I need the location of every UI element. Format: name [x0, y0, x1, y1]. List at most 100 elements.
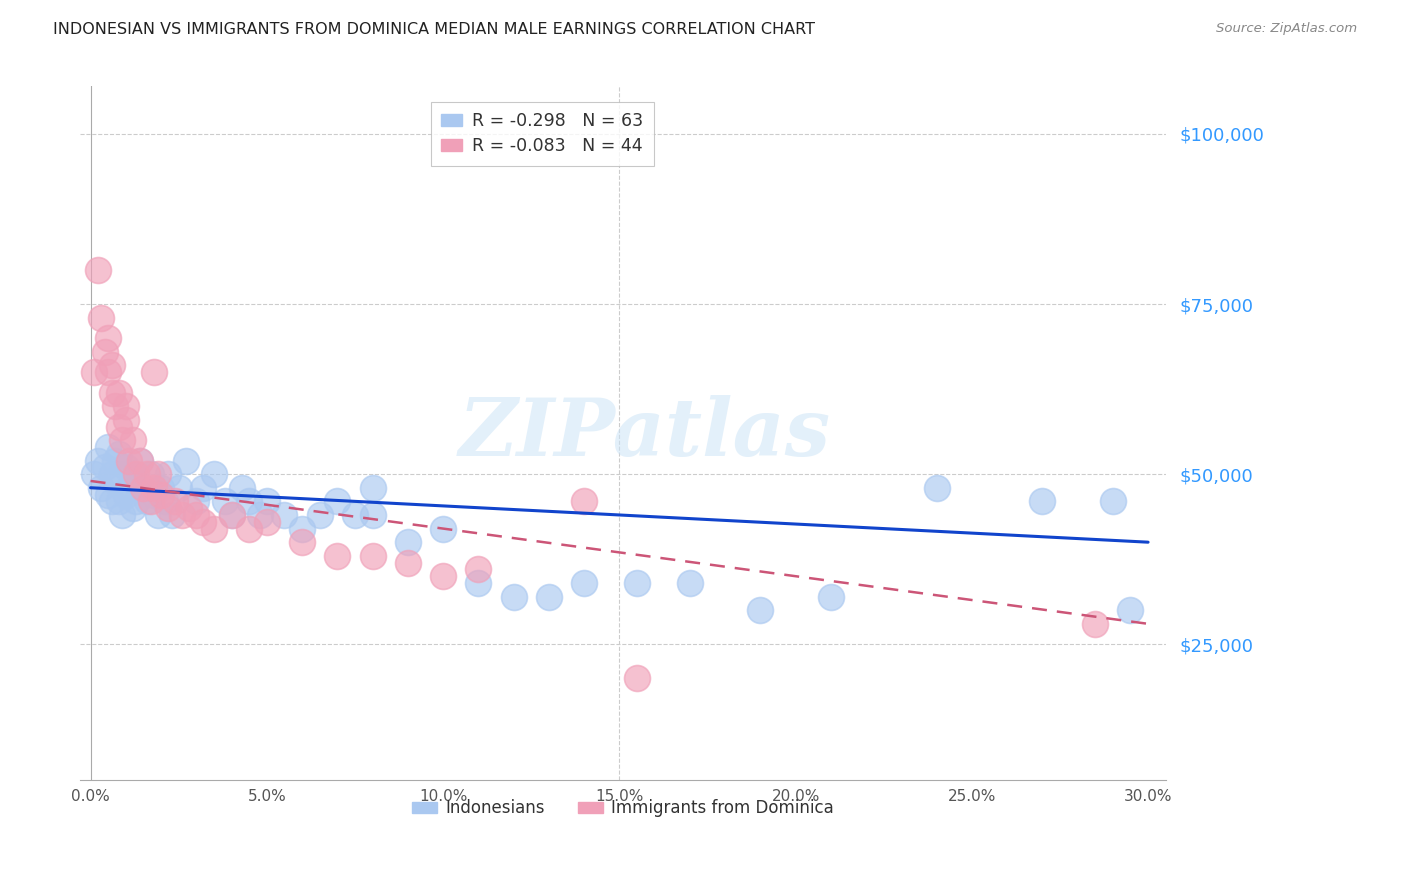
- Point: [221, 508, 243, 522]
- Point: [136, 494, 159, 508]
- Point: [107, 419, 129, 434]
- Point: [160, 508, 183, 522]
- Point: [1101, 494, 1123, 508]
- Point: [122, 467, 145, 482]
- Point: [118, 481, 141, 495]
- Point: [361, 481, 384, 495]
- Point: [136, 467, 159, 482]
- Point: [125, 494, 148, 508]
- Point: [749, 603, 772, 617]
- Point: [107, 385, 129, 400]
- Point: [139, 467, 162, 482]
- Point: [202, 467, 225, 482]
- Point: [86, 453, 108, 467]
- Point: [150, 487, 173, 501]
- Point: [97, 440, 120, 454]
- Point: [97, 331, 120, 345]
- Point: [132, 481, 155, 495]
- Point: [179, 501, 201, 516]
- Point: [83, 467, 105, 482]
- Point: [326, 494, 349, 508]
- Point: [396, 535, 419, 549]
- Point: [93, 344, 115, 359]
- Point: [114, 487, 136, 501]
- Point: [467, 576, 489, 591]
- Point: [308, 508, 330, 522]
- Point: [626, 671, 648, 685]
- Point: [100, 385, 122, 400]
- Point: [114, 399, 136, 413]
- Text: Source: ZipAtlas.com: Source: ZipAtlas.com: [1216, 22, 1357, 36]
- Point: [97, 365, 120, 379]
- Point: [150, 481, 173, 495]
- Point: [1084, 616, 1107, 631]
- Point: [129, 453, 152, 467]
- Point: [238, 522, 260, 536]
- Point: [90, 481, 112, 495]
- Point: [572, 494, 595, 508]
- Point: [132, 481, 155, 495]
- Point: [186, 494, 208, 508]
- Point: [291, 535, 314, 549]
- Point: [125, 474, 148, 488]
- Point: [202, 522, 225, 536]
- Point: [1119, 603, 1142, 617]
- Point: [432, 522, 454, 536]
- Point: [100, 467, 122, 482]
- Point: [361, 549, 384, 563]
- Point: [167, 481, 190, 495]
- Point: [107, 494, 129, 508]
- Point: [165, 494, 187, 508]
- Point: [143, 487, 166, 501]
- Point: [231, 481, 253, 495]
- Point: [214, 494, 236, 508]
- Point: [111, 467, 134, 482]
- Text: INDONESIAN VS IMMIGRANTS FROM DOMINICA MEDIAN MALE EARNINGS CORRELATION CHART: INDONESIAN VS IMMIGRANTS FROM DOMINICA M…: [53, 22, 815, 37]
- Point: [193, 481, 215, 495]
- Point: [111, 508, 134, 522]
- Legend: Indonesians, Immigrants from Dominica: Indonesians, Immigrants from Dominica: [405, 793, 841, 824]
- Point: [361, 508, 384, 522]
- Point: [221, 508, 243, 522]
- Point: [143, 481, 166, 495]
- Point: [111, 433, 134, 447]
- Point: [153, 494, 176, 508]
- Point: [679, 576, 702, 591]
- Point: [129, 453, 152, 467]
- Point: [820, 590, 842, 604]
- Point: [186, 508, 208, 522]
- Point: [1031, 494, 1053, 508]
- Point: [104, 453, 127, 467]
- Point: [291, 522, 314, 536]
- Point: [146, 467, 169, 482]
- Point: [273, 508, 295, 522]
- Point: [467, 562, 489, 576]
- Point: [432, 569, 454, 583]
- Point: [174, 453, 197, 467]
- Point: [114, 413, 136, 427]
- Point: [925, 481, 948, 495]
- Point: [626, 576, 648, 591]
- Point: [343, 508, 366, 522]
- Point: [143, 365, 166, 379]
- Point: [100, 494, 122, 508]
- Point: [118, 453, 141, 467]
- Point: [193, 515, 215, 529]
- Point: [139, 494, 162, 508]
- Point: [104, 474, 127, 488]
- Point: [238, 494, 260, 508]
- Point: [93, 460, 115, 475]
- Point: [537, 590, 560, 604]
- Point: [172, 508, 194, 522]
- Point: [114, 460, 136, 475]
- Point: [90, 310, 112, 325]
- Point: [249, 508, 271, 522]
- Point: [256, 515, 278, 529]
- Point: [157, 467, 180, 482]
- Point: [83, 365, 105, 379]
- Point: [256, 494, 278, 508]
- Point: [502, 590, 524, 604]
- Point: [572, 576, 595, 591]
- Point: [146, 508, 169, 522]
- Point: [396, 556, 419, 570]
